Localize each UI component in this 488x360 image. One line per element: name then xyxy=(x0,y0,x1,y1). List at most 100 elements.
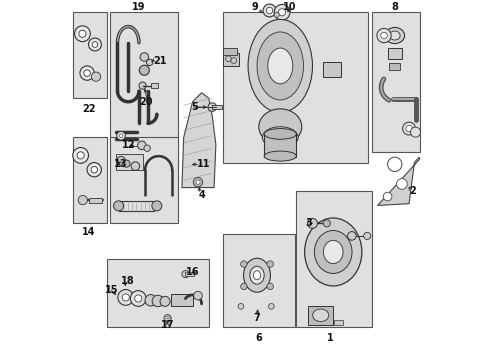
Circle shape xyxy=(143,145,150,152)
Ellipse shape xyxy=(257,32,303,100)
Circle shape xyxy=(137,141,146,150)
Circle shape xyxy=(83,70,90,76)
Circle shape xyxy=(146,59,153,66)
Bar xyxy=(73,138,106,223)
Text: 16: 16 xyxy=(185,267,199,276)
Circle shape xyxy=(134,295,142,302)
Text: 7: 7 xyxy=(253,313,260,323)
Polygon shape xyxy=(182,93,215,188)
Ellipse shape xyxy=(253,271,260,280)
Circle shape xyxy=(80,66,94,80)
Text: 21: 21 xyxy=(153,55,167,66)
Circle shape xyxy=(78,195,87,205)
Circle shape xyxy=(117,157,125,165)
Circle shape xyxy=(230,58,236,63)
Circle shape xyxy=(278,9,285,16)
Circle shape xyxy=(152,295,163,307)
Circle shape xyxy=(240,283,246,290)
Text: 1: 1 xyxy=(326,333,333,343)
Circle shape xyxy=(131,162,140,170)
Circle shape xyxy=(160,296,170,306)
Circle shape xyxy=(195,180,200,184)
Ellipse shape xyxy=(249,266,264,284)
Circle shape xyxy=(225,56,231,62)
Text: 19: 19 xyxy=(132,2,145,12)
Circle shape xyxy=(263,4,275,17)
Bar xyxy=(333,320,342,325)
Circle shape xyxy=(91,72,101,81)
Ellipse shape xyxy=(267,48,292,84)
Bar xyxy=(307,306,332,325)
Circle shape xyxy=(139,82,146,89)
Bar xyxy=(110,12,178,162)
Bar xyxy=(223,48,237,55)
Ellipse shape xyxy=(323,240,343,264)
Bar xyxy=(171,294,192,306)
Circle shape xyxy=(323,220,330,227)
Circle shape xyxy=(380,32,386,39)
Bar xyxy=(73,12,106,98)
Circle shape xyxy=(376,28,390,43)
Circle shape xyxy=(152,201,162,211)
Circle shape xyxy=(387,157,401,171)
Bar xyxy=(223,53,239,66)
Bar xyxy=(118,201,154,211)
Bar xyxy=(116,154,142,170)
Ellipse shape xyxy=(312,309,328,321)
Bar xyxy=(371,12,419,152)
Circle shape xyxy=(266,283,273,290)
Circle shape xyxy=(74,26,90,42)
Circle shape xyxy=(117,131,125,140)
Circle shape xyxy=(119,134,122,138)
Circle shape xyxy=(139,65,149,75)
Circle shape xyxy=(88,38,101,51)
Circle shape xyxy=(130,291,146,306)
Text: 12: 12 xyxy=(121,140,135,150)
Circle shape xyxy=(113,201,123,211)
Bar xyxy=(388,63,399,70)
Circle shape xyxy=(87,162,101,177)
Circle shape xyxy=(163,315,171,322)
Circle shape xyxy=(347,231,355,240)
Circle shape xyxy=(409,127,420,137)
Text: 8: 8 xyxy=(390,2,397,12)
Text: 6: 6 xyxy=(255,333,262,343)
Bar xyxy=(223,12,367,162)
Circle shape xyxy=(182,271,189,278)
Polygon shape xyxy=(377,157,419,206)
Circle shape xyxy=(238,303,244,309)
Circle shape xyxy=(193,177,202,187)
Bar xyxy=(110,138,178,223)
Text: 20: 20 xyxy=(139,97,153,107)
Bar xyxy=(223,234,294,327)
Circle shape xyxy=(145,294,156,306)
Text: 11: 11 xyxy=(196,159,210,169)
Text: 9: 9 xyxy=(251,2,258,12)
Ellipse shape xyxy=(264,151,296,161)
Text: 4: 4 xyxy=(198,190,204,200)
Ellipse shape xyxy=(264,129,296,139)
Circle shape xyxy=(266,7,272,14)
Circle shape xyxy=(383,192,391,201)
Text: 14: 14 xyxy=(82,227,96,237)
Text: 13: 13 xyxy=(114,159,127,169)
Circle shape xyxy=(240,261,246,267)
Circle shape xyxy=(122,160,130,167)
Ellipse shape xyxy=(247,19,312,112)
Circle shape xyxy=(79,30,86,37)
Text: 2: 2 xyxy=(408,186,415,196)
Circle shape xyxy=(268,303,274,309)
Circle shape xyxy=(140,53,148,61)
Bar xyxy=(106,259,208,327)
Circle shape xyxy=(396,179,407,189)
Ellipse shape xyxy=(243,258,270,292)
Circle shape xyxy=(207,103,216,111)
Bar xyxy=(184,272,193,276)
Circle shape xyxy=(402,122,415,135)
Circle shape xyxy=(77,152,84,159)
Circle shape xyxy=(363,232,370,239)
Bar xyxy=(150,84,158,88)
Circle shape xyxy=(307,219,317,228)
Circle shape xyxy=(274,12,279,17)
Circle shape xyxy=(73,148,88,163)
